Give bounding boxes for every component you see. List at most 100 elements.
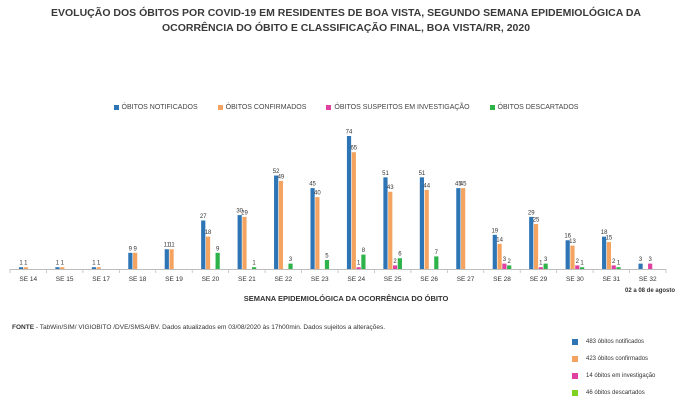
data-label: 8: [362, 248, 366, 254]
legend-item-descartados: ÓBITOS DESCARTADOS: [489, 104, 579, 111]
bar-ÓBITOS CONFIRMADOS-SE 26: [424, 189, 429, 269]
bar-ÓBITOS NOTIFICADOS-SE 24: [346, 136, 352, 269]
bar-ÓBITOS CONFIRMADOS-SE 18: [133, 252, 138, 269]
legend-item-investigacao: ÓBITOS SUSPEITOS EM INVESTIGAÇÃO: [326, 104, 470, 111]
bar-ÓBITOS CONFIRMADOS-SE 17: [96, 267, 101, 269]
source-note: FONTE - TabWin/SIM/ VIGIOBITO /DVE/SMSA/…: [12, 324, 385, 331]
legend-swatch-notificados: [113, 105, 119, 110]
bar-ÓBITOS NOTIFICADOS-SE 28: [492, 234, 497, 269]
total-swatch-notificados: [572, 338, 578, 345]
bar-ÓBITOS DESCARTADOS-SE 20: [215, 252, 220, 269]
data-label: 3: [503, 257, 507, 263]
legend-swatch-confirmados: [217, 105, 223, 110]
data-label: 2: [508, 259, 512, 265]
total-text-confirmados: 423 óbitos confirmados: [586, 355, 649, 362]
bar-ÓBITOS CONFIRMADOS-SE 14: [23, 267, 28, 269]
bar-ÓBITOS NOTIFICADOS-SE 15: [55, 267, 60, 269]
data-label: 29: [528, 210, 535, 216]
bar-ÓBITOS NOTIFICADOS-SE 22: [274, 175, 279, 269]
bar-ÓBITOS CONFIRMADOS-SE 29: [533, 224, 539, 269]
bar-ÓBITOS DESCARTADOS-SE 31: [616, 267, 621, 269]
bar-ÓBITOS SUSPEITOS EM INVESTIGAÇÃO-SE 32: [648, 263, 653, 269]
chart-title-line1: EVOLUÇÃO DOS ÓBITOS POR COVID-19 EM RESI…: [50, 7, 641, 19]
bar-ÓBITOS DESCARTADOS-SE 30: [579, 267, 585, 269]
data-label: 2: [612, 259, 616, 265]
x-tick-label: SE 14: [19, 276, 37, 283]
bar-ÓBITOS SUSPEITOS EM INVESTIGAÇÃO-SE 31: [611, 265, 616, 269]
bar-ÓBITOS CONFIRMADOS-SE 25: [388, 191, 393, 269]
bar-ÓBITOS CONFIRMADOS-SE 20: [205, 236, 211, 269]
data-label: 27: [200, 214, 207, 220]
data-label: 29: [241, 210, 248, 216]
bar-ÓBITOS SUSPEITOS EM INVESTIGAÇÃO-SE 28: [502, 263, 507, 269]
data-label: 1: [252, 261, 256, 267]
totals-legend: 483 óbitos notificados 423 óbitos confir…: [572, 333, 655, 401]
data-label: 2: [393, 259, 397, 265]
bar-ÓBITOS DESCARTADOS-SE 23: [324, 260, 330, 269]
data-label: 1: [97, 261, 101, 267]
total-swatch-investigacao: [572, 372, 578, 379]
data-label: 13: [569, 239, 576, 245]
x-tick-label: SE 24: [347, 276, 365, 283]
legend-label-confirmados: ÓBITOS CONFIRMADOS: [225, 104, 307, 111]
x-tick-label: SE 31: [602, 276, 620, 283]
x-tick-label: SE 18: [129, 276, 147, 283]
data-label: 16: [564, 234, 571, 240]
bar-ÓBITOS NOTIFICADOS-SE 19: [164, 249, 169, 269]
bar-special: [575, 265, 580, 269]
data-label: 1: [357, 261, 361, 267]
data-label: 1: [19, 261, 23, 267]
data-label: 18: [601, 230, 608, 236]
x-tick-label: SE 27: [457, 276, 475, 283]
total-swatch-confirmados: [572, 355, 578, 362]
bar-ÓBITOS NOTIFICADOS-SE 29: [529, 216, 534, 269]
bar-ÓBITOS NOTIFICADOS-SE 27: [456, 188, 461, 269]
bar-ÓBITOS CONFIRMADOS-SE 31: [606, 242, 612, 269]
data-label: 74: [346, 130, 353, 136]
bar-ÓBITOS NOTIFICADOS-SE 30: [565, 240, 570, 269]
chart-title-line2: OCORRÊNCIA DO ÓBITO E CLASSIFICAÇÃO FINA…: [161, 22, 531, 34]
bar-ÓBITOS NOTIFICADOS-SE 21: [237, 215, 242, 269]
data-label: 51: [382, 171, 389, 177]
data-label: 9: [129, 246, 133, 252]
bar-ÓBITOS CONFIRMADOS-SE 30: [570, 245, 575, 269]
total-text-descartados: 46 óbitos descartados: [586, 389, 645, 396]
bar-ÓBITOS NOTIFICADOS-SE 25: [383, 177, 388, 269]
data-label: 40: [314, 191, 321, 197]
data-label: 49: [278, 174, 285, 180]
data-label: 14: [496, 237, 503, 243]
data-label: 3: [639, 257, 643, 263]
bar-ÓBITOS NOTIFICADOS-SE 18: [128, 252, 133, 269]
data-label: 2: [576, 259, 580, 265]
chart-title: EVOLUÇÃO DOS ÓBITOS POR COVID-19 EM RESI…: [0, 6, 692, 36]
total-text-notificados: 483 óbitos notificados: [586, 338, 645, 345]
bar-ÓBITOS CONFIRMADOS-SE 15: [60, 267, 65, 269]
x-tick-label: SE 21: [238, 276, 256, 283]
bar-ÓBITOS DESCARTADOS-SE 25: [397, 258, 402, 269]
x-tick-label: SE 29: [530, 276, 548, 283]
data-label: 7: [435, 250, 439, 256]
total-confirmados: 423 óbitos confirmados: [572, 350, 655, 367]
data-label: 9: [133, 246, 137, 252]
bar-ÓBITOS DESCARTADOS-SE 26: [434, 256, 439, 269]
x-tick-label: SE 19: [165, 276, 183, 283]
data-label: 43: [387, 185, 394, 191]
data-label: 51: [419, 171, 426, 177]
total-descartados: 46 óbitos descartados: [572, 384, 655, 401]
data-label: 3: [544, 257, 548, 263]
source-label: FONTE: [12, 324, 35, 331]
data-label: 65: [350, 146, 357, 152]
legend-item-confirmados: ÓBITOS CONFIRMADOS: [217, 104, 307, 111]
x-tick-label: SE 30: [566, 276, 584, 283]
data-label: 44: [423, 183, 430, 189]
x-tick-label: SE 20: [202, 276, 220, 283]
data-label: 45: [455, 182, 462, 188]
bar-ÓBITOS CONFIRMADOS-SE 21: [242, 216, 247, 269]
source-text: - TabWin/SIM/ VIGIOBITO /DVE/SMSA/BV. Da…: [34, 324, 386, 331]
legend-label-descartados: ÓBITOS DESCARTADOS: [497, 104, 579, 111]
bar-ÓBITOS NOTIFICADOS-SE 31: [602, 236, 607, 269]
data-label: 1: [617, 261, 621, 267]
data-label: 1: [56, 261, 60, 267]
x-tick-label: SE 22: [274, 276, 292, 283]
